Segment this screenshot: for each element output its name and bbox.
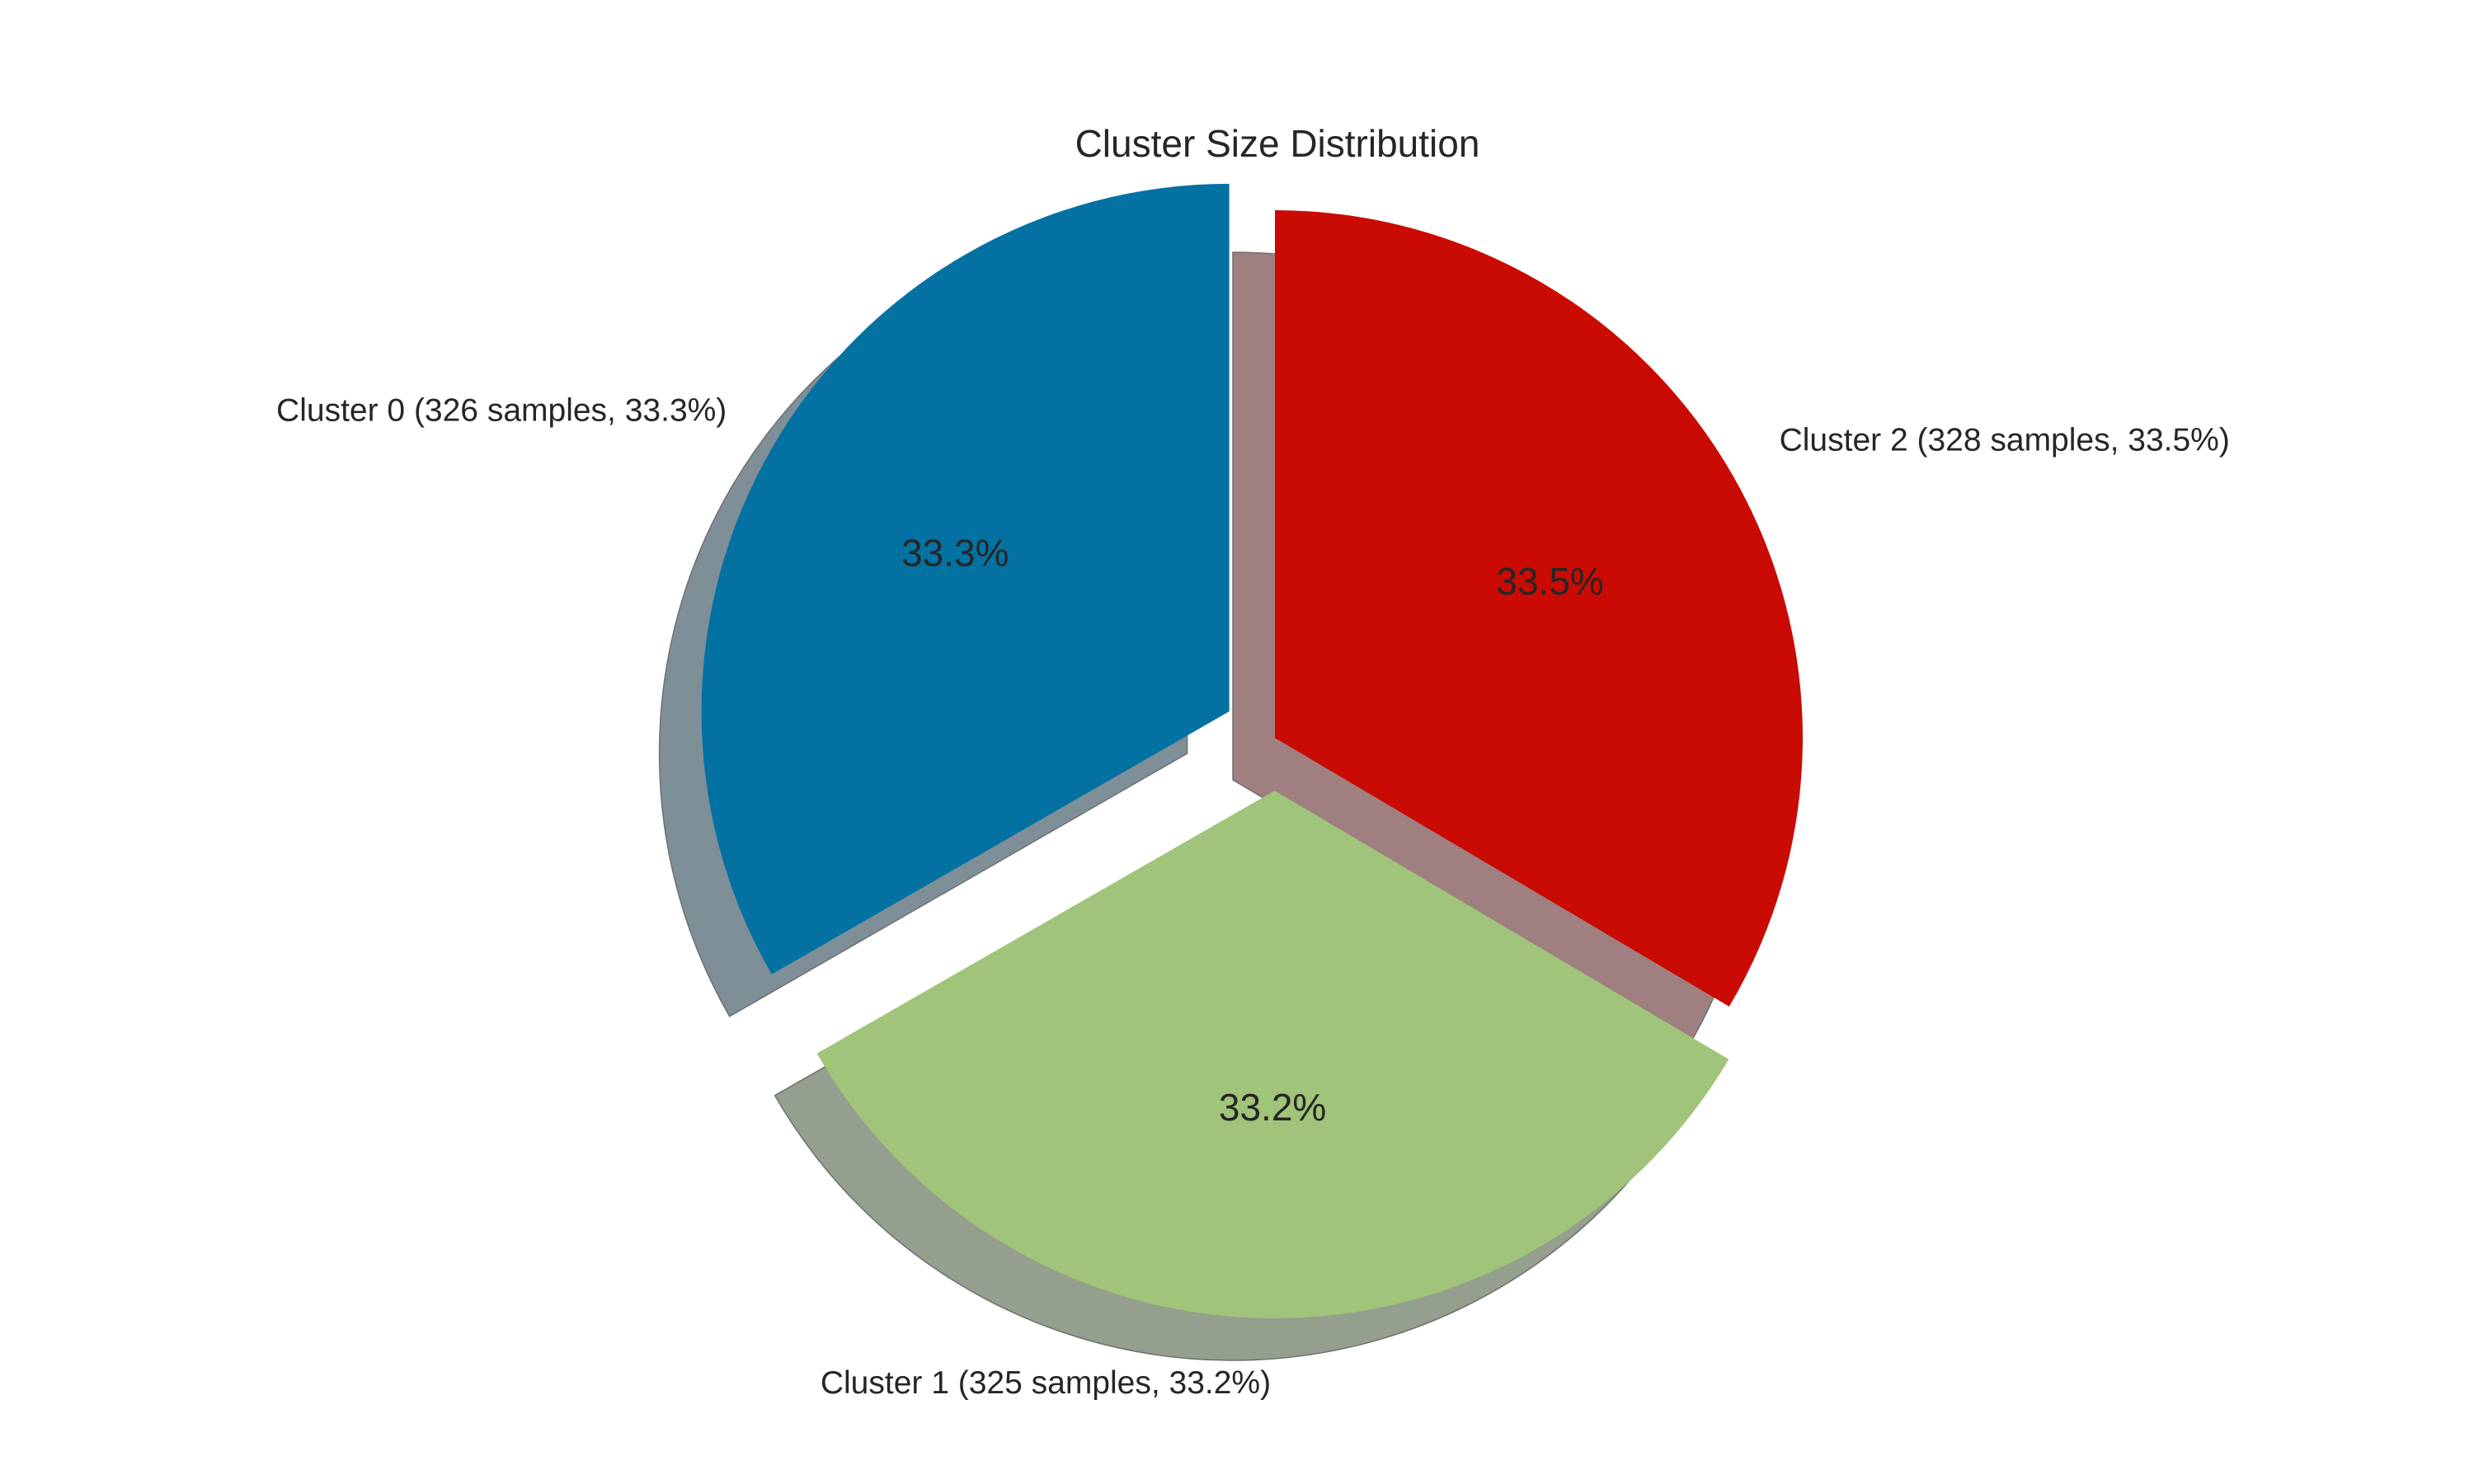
chart-title: Cluster Size Distribution [1075,122,1480,165]
slice-percent-2: 33.5% [1496,560,1603,603]
slice-label-0: Cluster 0 (326 samples, 33.3%) [276,392,727,428]
slice-label-2: Cluster 2 (328 samples, 33.5%) [1780,422,2230,458]
pie-slices [701,183,1803,1319]
slice-label-1: Cluster 1 (325 samples, 33.2%) [821,1365,1271,1401]
slice-percent-0: 33.3% [901,532,1009,575]
pie-slice-0 [701,183,1230,974]
pie-slice-1 [816,791,1729,1319]
slice-labels: Cluster 0 (326 samples, 33.3%) 33.3% Clust… [276,392,2230,1401]
pie-slice-2 [1275,210,1803,1007]
slice-percent-1: 33.2% [1219,1086,1326,1129]
